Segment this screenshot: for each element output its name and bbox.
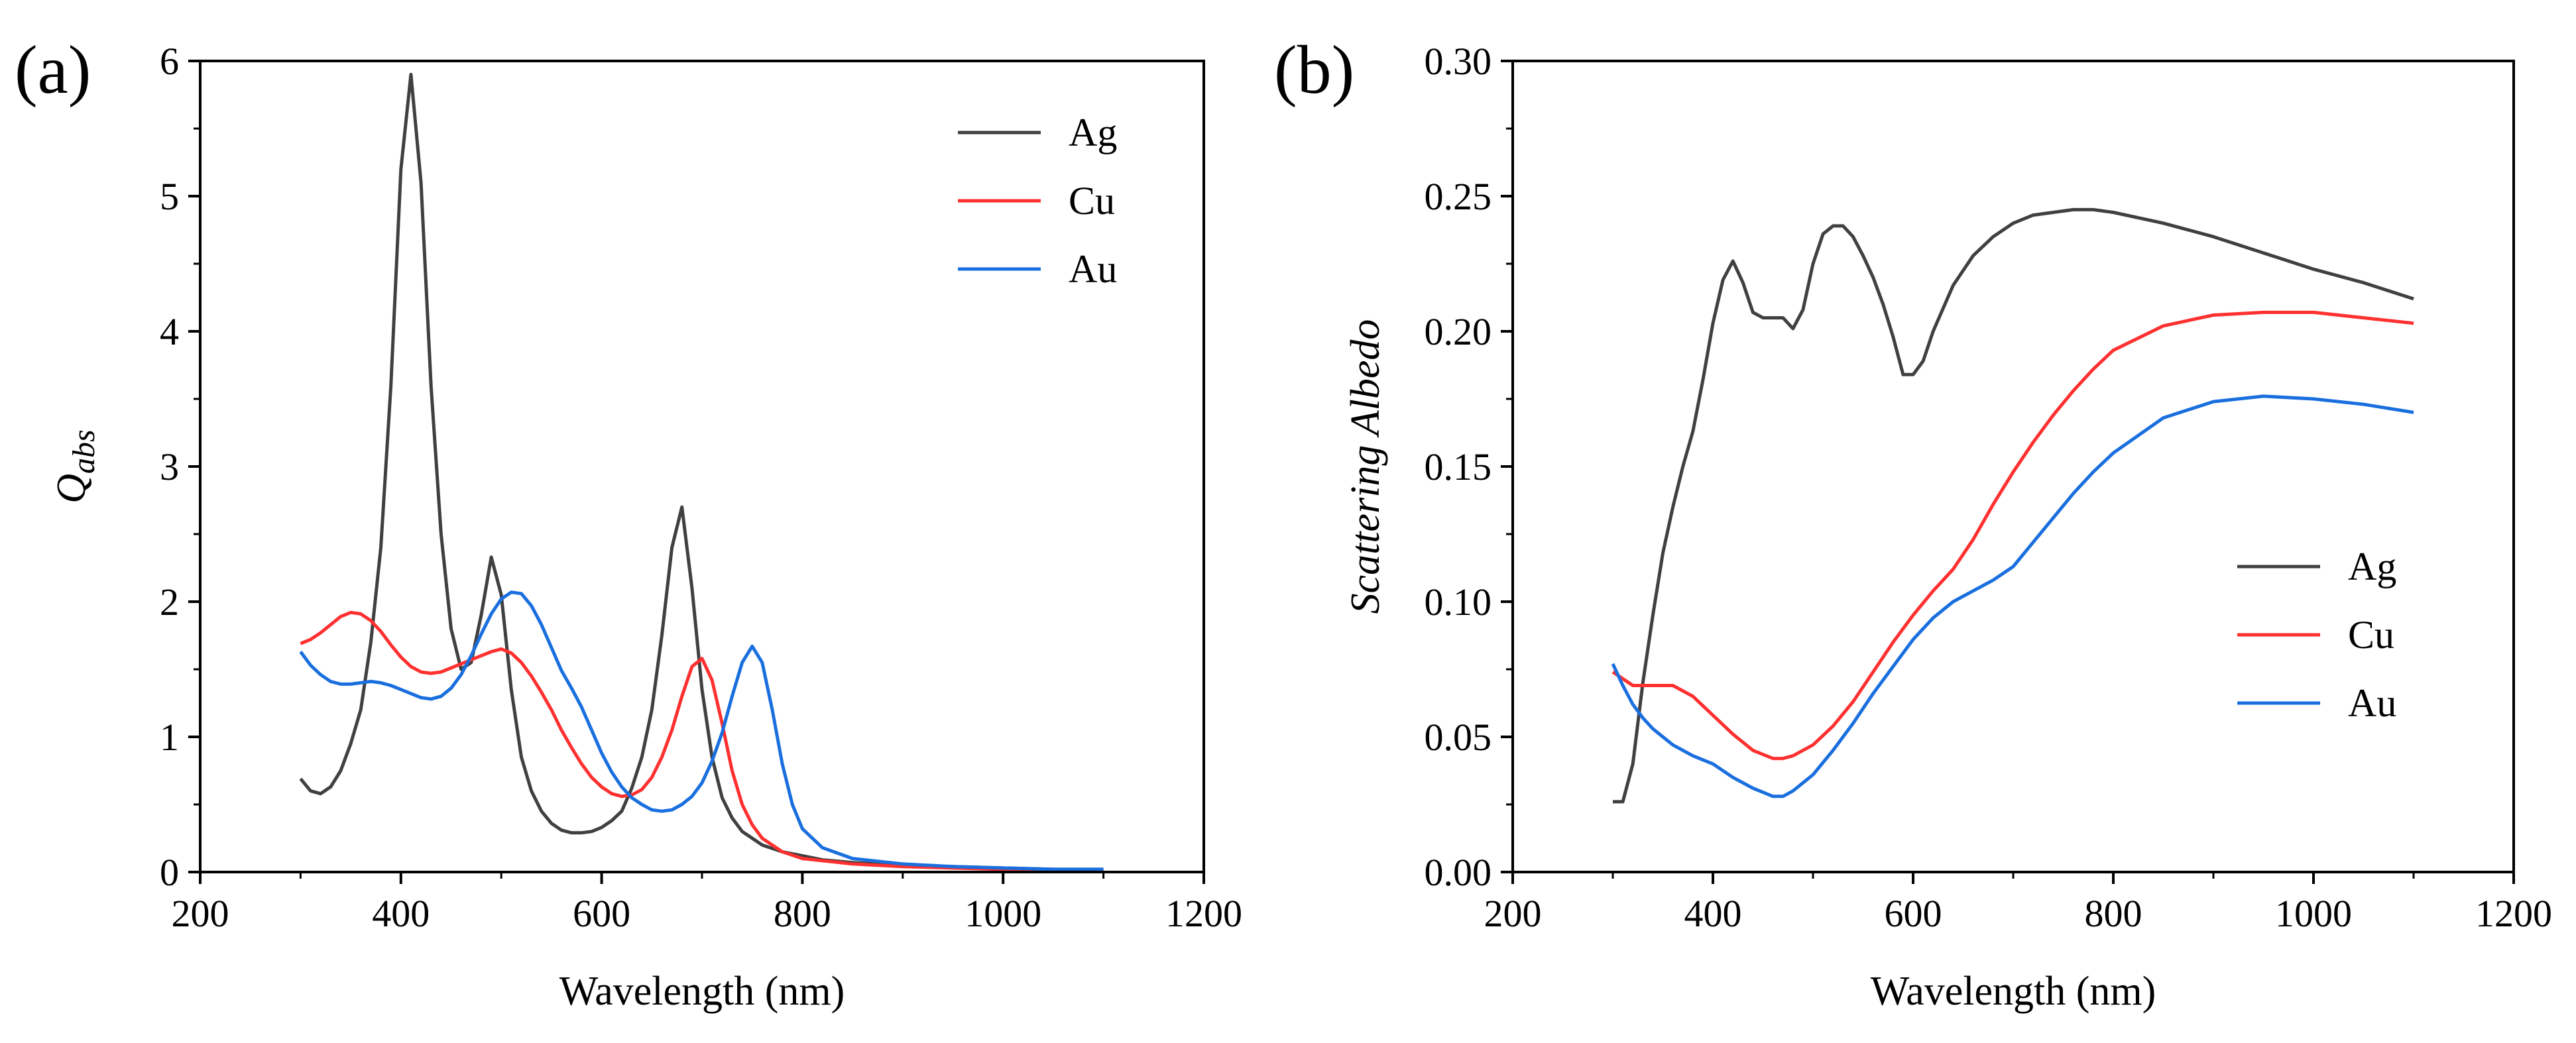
panel-a-series-cu-line xyxy=(300,610,1104,873)
panel-b-y-tick-label: 0.00 xyxy=(1425,851,1492,894)
panel-b-x-tick-label: 200 xyxy=(1484,892,1542,935)
panel-b-legend-label-cu: Cu xyxy=(2348,613,2394,657)
panel-a-y-axis-title: Qabs xyxy=(49,429,101,503)
panel-b-x-tick-label: 800 xyxy=(2085,892,2142,935)
panel-a-y-tick-label: 3 xyxy=(160,445,179,488)
panel-a-x-tick-label: 200 xyxy=(172,892,229,935)
panel-b-chart: 200 400 600 800 1000 1200 0.00 0.05 0.10 0.15 0.20… xyxy=(1274,32,2552,1014)
panel-b-x-tick-label: 400 xyxy=(1684,892,1742,935)
panel-b-legend-label-au: Au xyxy=(2348,681,2396,725)
panel-a-x-tick-label: 600 xyxy=(573,892,630,935)
panel-b-plot-frame xyxy=(1511,60,2515,873)
panel-a-y-axis-title-subscript: abs xyxy=(66,429,101,474)
panel-a-chart: 200 400 600 800 1000 1200 0 1 2 3 4 5 6 Wavelength (n… xyxy=(15,32,1242,1014)
panel-a-y-axis-title-main: Q xyxy=(49,474,94,504)
panel-a-y-tick-label: 6 xyxy=(160,40,179,83)
panel-b-series-cu-line xyxy=(1611,310,2414,761)
panel-b-y-tick-label: 0.10 xyxy=(1425,580,1492,624)
panel-a-x-tick-label: 400 xyxy=(372,892,430,935)
panel-a-legend-label-au: Au xyxy=(1069,247,1117,291)
panel-a-series-au-line xyxy=(299,590,1104,871)
panel-b-y-axis-title: Scattering Albedo xyxy=(1343,319,1388,614)
panel-a-x-axis-title: Wavelength (nm) xyxy=(559,969,845,1014)
panel-b-series-au-line xyxy=(1611,394,2414,798)
panel-b-x-tick-label: 1200 xyxy=(2475,892,2552,935)
panel-a-y-tick-label: 0 xyxy=(160,851,179,894)
panel-a-y-tick-label: 5 xyxy=(160,175,179,218)
panel-b-y-tick-label: 0.25 xyxy=(1425,175,1492,218)
panel-a-y-tick-label: 4 xyxy=(160,310,179,353)
panel-b-y-tick-label: 0.05 xyxy=(1425,716,1492,759)
panel-a-legend-label-cu: Cu xyxy=(1069,179,1115,223)
panel-b-x-tick-label: 600 xyxy=(1885,892,1942,935)
panel-b-legend-label-ag: Ag xyxy=(2348,545,2396,588)
panel-b-y-tick-label: 0.20 xyxy=(1425,310,1492,353)
panel-a-panel-label: (a) xyxy=(15,32,91,108)
panel-a-y-tick-label: 2 xyxy=(160,580,179,624)
panel-b-y-tick-label: 0.15 xyxy=(1425,445,1492,488)
panel-a-legend-label-ag: Ag xyxy=(1069,111,1117,154)
panel-b-x-axis-title: Wavelength (nm) xyxy=(1871,969,2156,1014)
panel-a-y-tick-label: 1 xyxy=(160,716,179,759)
panel-a-series-ag-line xyxy=(299,72,1104,871)
panel-b-series-ag-line xyxy=(1613,207,2414,804)
panel-a-x-tick-label: 1000 xyxy=(965,892,1041,935)
panel-a-x-tick-label: 800 xyxy=(774,892,831,935)
panel-b-panel-label: (b) xyxy=(1274,32,1354,108)
panel-a-x-tick-label: 1200 xyxy=(1165,892,1242,935)
panel-a-plot-frame xyxy=(199,60,1205,873)
panel-b-x-tick-label: 1000 xyxy=(2275,892,2352,935)
panel-b-y-tick-label: 0.30 xyxy=(1425,40,1492,83)
